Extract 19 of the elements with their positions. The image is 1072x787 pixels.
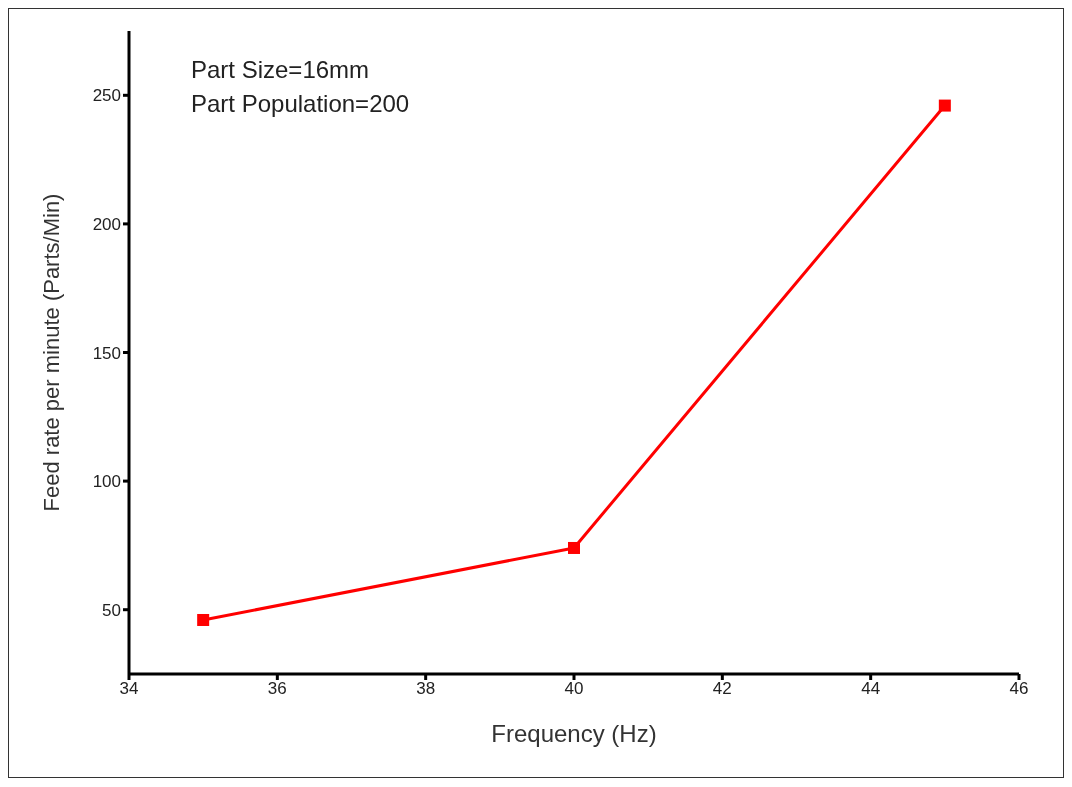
annotation: Part Population=200 xyxy=(191,89,410,119)
x-tick-label: 38 xyxy=(416,679,436,699)
point xyxy=(197,613,210,626)
x-tick-label: 34 xyxy=(119,679,139,699)
y-tick-label: 200 xyxy=(92,214,121,234)
x-axis-title: Frequency (Hz) xyxy=(491,720,657,747)
y-tick-label: 50 xyxy=(102,600,121,620)
y-axis-title: Feed rate per minute (Parts/Min) xyxy=(38,193,64,512)
x-tick-label: 44 xyxy=(861,679,881,699)
point xyxy=(938,99,951,112)
y-tick-label: 100 xyxy=(92,472,121,492)
x-tick-label: 36 xyxy=(267,679,287,699)
x-tick-label: 40 xyxy=(564,679,584,699)
annotation: Part Size=16mm xyxy=(191,55,371,85)
x-tick-label: 42 xyxy=(712,679,732,699)
y-tick-label: 250 xyxy=(92,86,121,106)
x-tick-label: 46 xyxy=(1009,679,1029,699)
y-tick-label: 150 xyxy=(92,343,121,363)
point xyxy=(568,541,580,554)
